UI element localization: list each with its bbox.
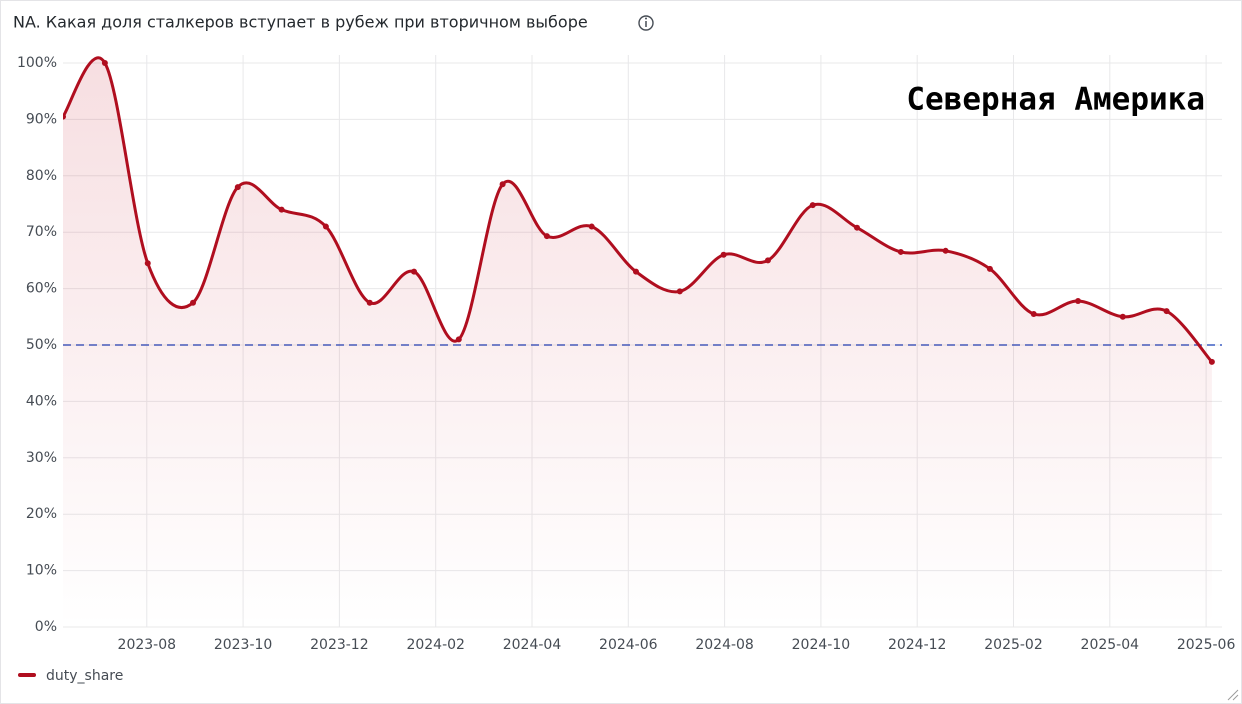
y-tick-label: 70% (26, 224, 57, 240)
x-tick-label: 2024-12 (888, 637, 947, 653)
y-tick-label: 60% (26, 281, 57, 297)
annotation: Северная Америка (906, 82, 1205, 118)
x-tick-label: 2025-06 (1177, 637, 1236, 653)
point (322, 223, 329, 230)
point (499, 181, 506, 188)
point (455, 336, 462, 343)
x-tick-label: 2024-06 (599, 637, 658, 653)
point (1075, 298, 1082, 305)
axes: 0% 10% 20% 30% 40% 50% 60% 70% 80% 90% 100% 2023-08… (17, 55, 1235, 653)
y-tick-label: 20% (26, 506, 57, 522)
x-tick-label: 2023-12 (310, 637, 369, 653)
point (720, 251, 727, 258)
y-tick-label: 40% (26, 393, 57, 409)
legend-swatch (18, 673, 36, 677)
point (101, 60, 108, 66)
line (63, 56, 1214, 363)
point (588, 223, 595, 230)
x-tick-label: 2023-08 (118, 637, 177, 653)
legend-label[interactable]: duty_share (46, 668, 123, 684)
point (1119, 313, 1126, 320)
point (942, 247, 949, 254)
point (897, 248, 904, 255)
y-tick-label: 10% (26, 563, 57, 579)
x-tick-label: 2024-02 (406, 637, 465, 653)
point (632, 268, 639, 275)
plot (63, 56, 1222, 627)
y-tick-label: 0% (35, 619, 57, 635)
point (366, 299, 373, 306)
x-tick-label: 2025-04 (1081, 637, 1140, 653)
x-tick-label: 2025-02 (984, 637, 1043, 653)
point (234, 184, 241, 191)
point (764, 257, 771, 264)
point (809, 202, 816, 209)
point (411, 268, 418, 275)
x-tick-label: 2023-10 (214, 637, 273, 653)
point (543, 233, 550, 240)
resize-handle[interactable] (1227, 689, 1239, 701)
y-tick-label: 100% (17, 55, 57, 71)
x-tick-label: 2024-08 (695, 637, 754, 653)
point (1030, 310, 1037, 317)
y-tick-label: 80% (26, 168, 57, 184)
y-tick-label: 30% (26, 450, 57, 466)
point (190, 299, 197, 306)
point (676, 288, 683, 295)
point (1208, 358, 1215, 365)
x-tick-label: 2024-04 (503, 637, 562, 653)
chart-title: NA. Какая доля сталкеров вступает в рубе… (13, 13, 588, 32)
y-tick-label: 50% (26, 337, 57, 353)
x-tick-label: 2024-10 (792, 637, 851, 653)
point (854, 224, 861, 231)
point (986, 265, 993, 272)
point (144, 260, 151, 267)
info-icon[interactable] (638, 15, 654, 31)
point (1163, 308, 1170, 315)
point (63, 113, 66, 120)
y-tick-label: 90% (26, 111, 57, 127)
point (278, 206, 285, 213)
area (63, 58, 1212, 627)
